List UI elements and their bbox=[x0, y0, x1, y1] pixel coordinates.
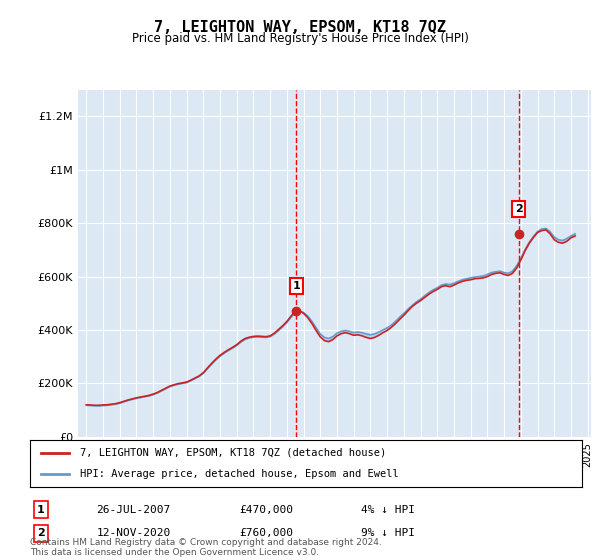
Text: Price paid vs. HM Land Registry's House Price Index (HPI): Price paid vs. HM Land Registry's House … bbox=[131, 32, 469, 45]
Text: 12-NOV-2020: 12-NOV-2020 bbox=[96, 529, 170, 538]
Text: Contains HM Land Registry data © Crown copyright and database right 2024.
This d: Contains HM Land Registry data © Crown c… bbox=[30, 538, 382, 557]
Text: 2: 2 bbox=[515, 204, 523, 214]
Text: 26-JUL-2007: 26-JUL-2007 bbox=[96, 505, 170, 515]
Text: 9% ↓ HPI: 9% ↓ HPI bbox=[361, 529, 415, 538]
Text: 4% ↓ HPI: 4% ↓ HPI bbox=[361, 505, 415, 515]
Text: HPI: Average price, detached house, Epsom and Ewell: HPI: Average price, detached house, Epso… bbox=[80, 469, 398, 479]
Text: £470,000: £470,000 bbox=[240, 505, 294, 515]
Text: 1: 1 bbox=[293, 281, 300, 291]
Text: 7, LEIGHTON WAY, EPSOM, KT18 7QZ (detached house): 7, LEIGHTON WAY, EPSOM, KT18 7QZ (detach… bbox=[80, 448, 386, 458]
Text: 7, LEIGHTON WAY, EPSOM, KT18 7QZ: 7, LEIGHTON WAY, EPSOM, KT18 7QZ bbox=[154, 20, 446, 35]
Text: £760,000: £760,000 bbox=[240, 529, 294, 538]
Text: 2: 2 bbox=[37, 529, 45, 538]
Text: 1: 1 bbox=[37, 505, 45, 515]
